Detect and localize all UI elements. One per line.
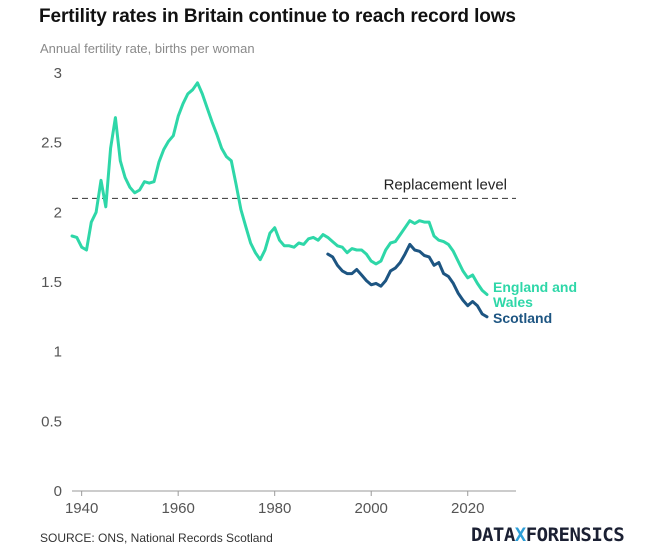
y-tick-label: 0 [54,483,62,500]
england-wales-label-line-2: Wales [493,294,533,310]
logo-x: X [514,524,526,546]
scotland-label: Scotland [493,310,552,326]
x-tick-label: 2000 [355,500,388,517]
chart-subtitle: Annual fertility rate, births per woman [40,41,255,56]
x-tick-label: 1960 [161,500,194,517]
y-tick-label: 1.5 [41,274,62,291]
scotland-line [326,242,489,319]
logo-text-left: DATA [471,524,515,546]
y-tick-label: 1 [54,344,62,361]
england-wales-label-line-1: England and [493,279,577,295]
replacement-level-label: Replacement level [384,176,507,193]
y-tick-label: 0.5 [41,413,62,430]
y-tick-label: 2.5 [41,135,62,152]
x-tick-label: 2020 [451,500,484,517]
y-tick-label: 3 [54,65,62,82]
data-forensics-logo: DATAXFORENSICS [471,524,625,546]
england-wales-line [70,81,489,296]
source-note: SOURCE: ONS, National Records Scotland [40,531,273,545]
x-tick-label: 1940 [65,500,98,517]
y-tick-label: 2 [54,204,62,221]
x-tick-label: 1980 [258,500,291,517]
logo-text-right: FORENSICS [525,524,625,546]
chart-title: Fertility rates in Britain continue to r… [39,6,516,27]
